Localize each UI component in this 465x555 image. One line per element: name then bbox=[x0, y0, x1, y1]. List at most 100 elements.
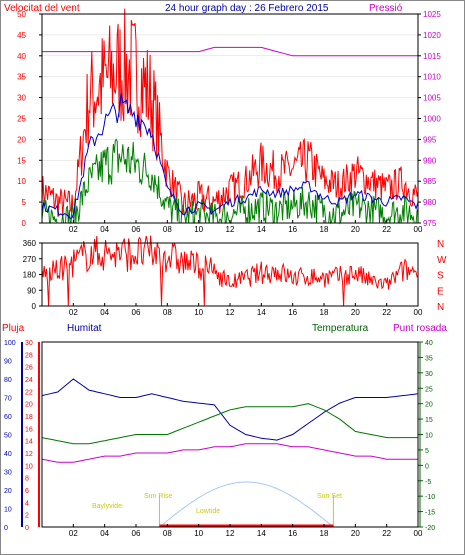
wind-tick-label: 0 bbox=[22, 219, 27, 228]
twilight-label: Baylyvide bbox=[92, 503, 122, 510]
direction-tick-label: 90 bbox=[27, 286, 36, 295]
rain-tick-label: 4 bbox=[25, 500, 29, 507]
temperature-label: Temperatura bbox=[312, 323, 369, 334]
humidity-tick-label: 70 bbox=[4, 396, 12, 403]
x-tick-label: 02 bbox=[69, 308, 78, 317]
x-tick-label: 04 bbox=[100, 225, 109, 234]
humidity-tick-label: 50 bbox=[4, 433, 12, 440]
rain-tick-label: 0 bbox=[25, 525, 29, 532]
x-tick-label: 10 bbox=[194, 225, 203, 234]
sunset-label: Sun Set bbox=[317, 493, 342, 500]
rain-tick-label: 26 bbox=[25, 365, 33, 372]
temperature-tick-label: 20 bbox=[425, 402, 433, 409]
x-tick-label: 12 bbox=[226, 225, 235, 234]
humidity-tick-label: 90 bbox=[4, 359, 12, 366]
wind-tick-label: 30 bbox=[17, 94, 26, 103]
x-tick-label: 08 bbox=[163, 308, 172, 317]
humidity-tick-label: 40 bbox=[4, 451, 12, 458]
x-tick-label: 20 bbox=[351, 308, 360, 317]
wind-tick-label: 35 bbox=[17, 73, 26, 82]
temperature-tick-label: 5 bbox=[425, 448, 429, 455]
wind-direction-series bbox=[41, 235, 418, 307]
x-tick-label: 18 bbox=[320, 225, 329, 234]
humidity-temperature-panel: 1009080706050403020100302826242220181614… bbox=[4, 340, 435, 538]
rain-tick-label: 8 bbox=[25, 476, 29, 483]
sunrise-label: Sun Rise bbox=[144, 493, 173, 500]
x-tick-label: 22 bbox=[382, 529, 391, 538]
wind-tick-label: 50 bbox=[17, 10, 26, 19]
pressure-tick-label: 1025 bbox=[423, 10, 441, 19]
temperature-tick-label: 10 bbox=[425, 433, 433, 440]
x-tick-label: 14 bbox=[257, 529, 266, 538]
x-tick-label: 18 bbox=[320, 308, 329, 317]
x-tick-label: 06 bbox=[132, 529, 141, 538]
x-tick-label: 14 bbox=[257, 225, 266, 234]
wind-pressure-panel: 5045403530252015105010251020101510101005… bbox=[17, 8, 441, 234]
wind-speed-label: Velocitat del vent bbox=[4, 3, 80, 14]
wind-average-series bbox=[41, 93, 419, 220]
x-tick-label: 04 bbox=[100, 529, 109, 538]
temperature-tick-label: 40 bbox=[425, 340, 433, 347]
rain-tick-label: 18 bbox=[25, 414, 33, 421]
wind-tick-label: 40 bbox=[17, 52, 26, 61]
wind-tick-label: 10 bbox=[17, 177, 26, 186]
wind-tick-label: 45 bbox=[17, 31, 26, 40]
wind-tick-label: 15 bbox=[17, 156, 26, 165]
compass-label: E bbox=[437, 286, 444, 297]
pressure-label: Pressió bbox=[369, 3, 403, 14]
pressure-tick-label: 1015 bbox=[423, 52, 441, 61]
x-tick-label: 10 bbox=[194, 308, 203, 317]
pressure-tick-label: 990 bbox=[423, 156, 437, 165]
temperature-tick-label: -15 bbox=[425, 510, 435, 517]
x-tick-label: 06 bbox=[132, 225, 141, 234]
rain-label: Pluja bbox=[2, 323, 25, 334]
rain-tick-label: 2 bbox=[25, 513, 29, 520]
direction-tick-label: 180 bbox=[23, 271, 37, 280]
temperature-tick-label: 25 bbox=[425, 386, 433, 393]
rain-tick-label: 24 bbox=[25, 377, 33, 384]
rain-tick-label: 14 bbox=[25, 439, 33, 446]
compass-label: N bbox=[437, 239, 444, 250]
humidity-tick-label: 0 bbox=[4, 525, 8, 532]
x-tick-label: 16 bbox=[288, 529, 297, 538]
pressure-tick-label: 1010 bbox=[423, 73, 441, 82]
temperature-tick-label: 30 bbox=[425, 371, 433, 378]
pressure-tick-label: 995 bbox=[423, 135, 437, 144]
rain-tick-label: 20 bbox=[25, 402, 33, 409]
humidity-panel-frame bbox=[41, 341, 419, 528]
pressure-series bbox=[42, 46, 418, 57]
x-tick-label: 16 bbox=[288, 308, 297, 317]
dew-point-label: Punt rosada bbox=[393, 323, 447, 334]
pressure-tick-label: 980 bbox=[423, 198, 437, 207]
rain-tick-label: 30 bbox=[25, 340, 33, 347]
x-tick-label: 18 bbox=[320, 529, 329, 538]
wind-gust-series bbox=[41, 8, 419, 218]
x-tick-label: 10 bbox=[194, 529, 203, 538]
x-tick-label: 20 bbox=[351, 225, 360, 234]
temperature-tick-label: -10 bbox=[425, 494, 435, 501]
x-tick-label: 22 bbox=[382, 308, 391, 317]
rain-tick-label: 6 bbox=[25, 488, 29, 495]
direction-tick-label: 270 bbox=[23, 255, 37, 264]
x-tick-label: 06 bbox=[132, 308, 141, 317]
wind-tick-label: 20 bbox=[17, 135, 26, 144]
rain-tick-label: 28 bbox=[25, 352, 33, 359]
humidity-tick-label: 100 bbox=[4, 340, 16, 347]
pressure-tick-label: 975 bbox=[423, 219, 437, 228]
x-tick-label: 16 bbox=[288, 225, 297, 234]
humidity-tick-label: 80 bbox=[4, 377, 12, 384]
compass-label: N bbox=[437, 302, 444, 313]
x-tick-label: 08 bbox=[163, 529, 172, 538]
x-tick-label: 00 bbox=[414, 308, 423, 317]
x-tick-label: 02 bbox=[69, 225, 78, 234]
humidity-tick-label: 30 bbox=[4, 470, 12, 477]
pressure-tick-label: 1005 bbox=[423, 94, 441, 103]
rain-tick-label: 10 bbox=[25, 463, 33, 470]
compass-label: W bbox=[437, 255, 447, 266]
rain-tick-label: 12 bbox=[25, 451, 33, 458]
x-tick-label: 00 bbox=[414, 225, 423, 234]
compass-label: S bbox=[437, 271, 444, 282]
